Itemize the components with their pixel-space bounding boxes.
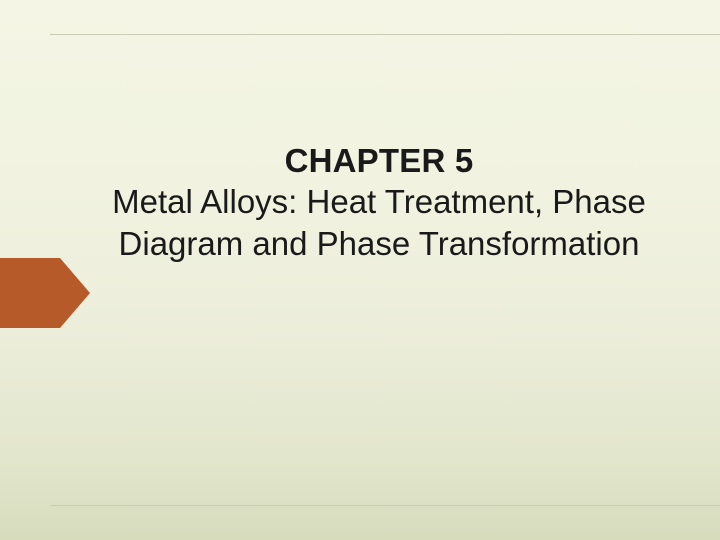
pointer-triangle xyxy=(60,258,90,328)
pointer-rect xyxy=(0,258,60,328)
pointer-shape xyxy=(0,258,90,328)
chapter-label: CHAPTER 5 xyxy=(98,140,660,181)
chapter-subtitle: Metal Alloys: Heat Treatment, Phase Diag… xyxy=(98,181,660,265)
slide: CHAPTER 5 Metal Alloys: Heat Treatment, … xyxy=(0,0,720,540)
divider-top xyxy=(50,34,720,35)
title-block: CHAPTER 5 Metal Alloys: Heat Treatment, … xyxy=(98,140,660,266)
divider-bottom xyxy=(50,505,720,506)
